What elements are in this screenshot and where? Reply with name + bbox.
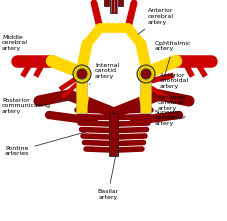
Circle shape xyxy=(77,69,87,79)
Text: Pontine
arteries: Pontine arteries xyxy=(5,132,86,156)
FancyBboxPatch shape xyxy=(109,113,118,156)
Text: Middle
cerebral
artery: Middle cerebral artery xyxy=(2,35,28,59)
FancyBboxPatch shape xyxy=(140,66,151,113)
FancyBboxPatch shape xyxy=(76,66,87,113)
Text: Posterior
communicating
artery: Posterior communicating artery xyxy=(2,98,74,114)
Circle shape xyxy=(136,65,154,83)
Text: Superior
cerebellar
artery: Superior cerebellar artery xyxy=(154,110,186,126)
Text: Internal
carotid
artery: Internal carotid artery xyxy=(89,63,119,84)
Text: Anterior
communicating
artery: Anterior communicating artery xyxy=(0,220,1,221)
Text: Anterior
cerebral
artery: Anterior cerebral artery xyxy=(138,8,173,34)
Text: Ophthalmic
artery: Ophthalmic artery xyxy=(154,41,191,75)
Text: Posterior
cerebral
artery: Posterior cerebral artery xyxy=(157,95,185,111)
FancyBboxPatch shape xyxy=(104,0,109,6)
Circle shape xyxy=(73,65,91,83)
FancyBboxPatch shape xyxy=(118,0,123,6)
Text: Anterior
choroidal
artery: Anterior choroidal artery xyxy=(159,73,188,94)
Circle shape xyxy=(140,69,150,79)
FancyBboxPatch shape xyxy=(110,0,117,13)
Text: Basilar
artery: Basilar artery xyxy=(97,147,118,200)
